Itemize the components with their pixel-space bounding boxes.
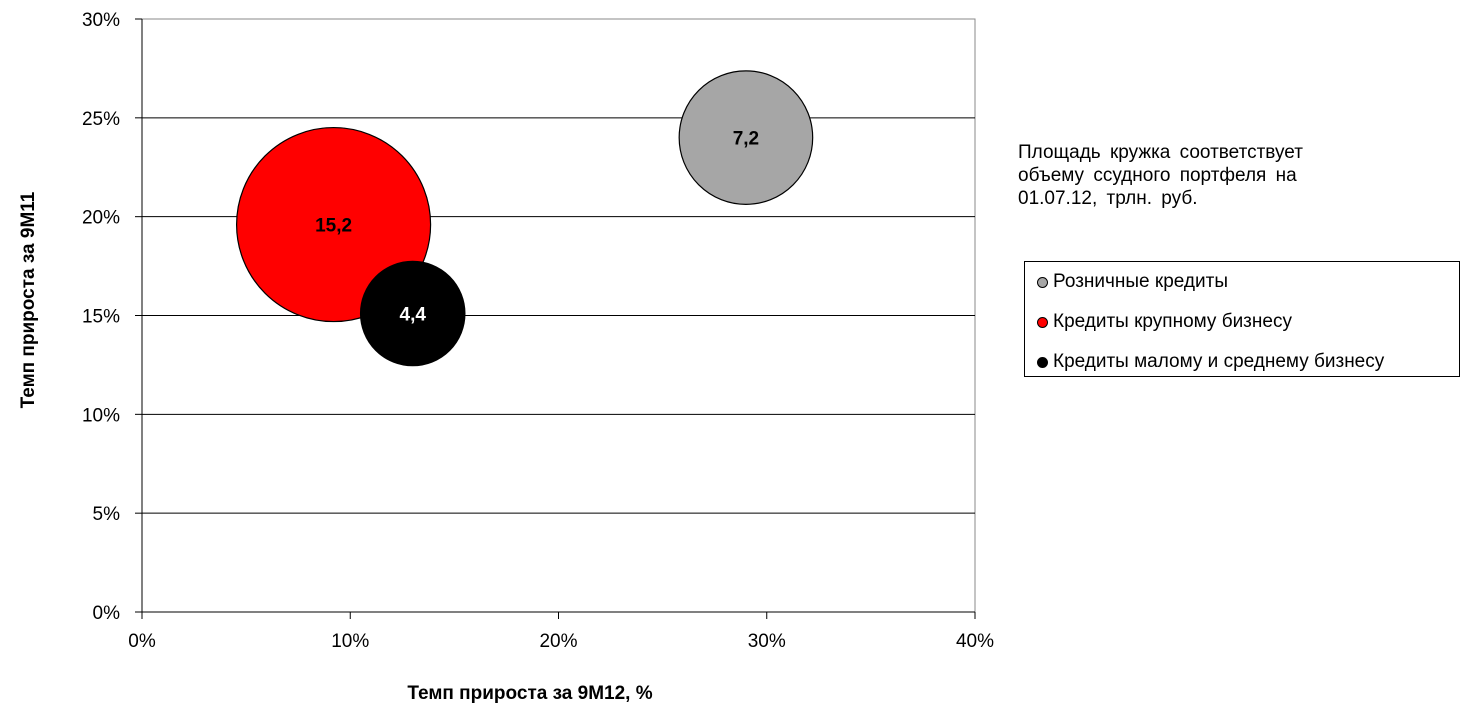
x-axis-title: Темп прироста за 9М12, % (407, 683, 652, 703)
bubble-point (359, 260, 466, 367)
y-tick-label: 0% (93, 603, 121, 624)
bubble-data-label: 4,4 (400, 305, 427, 326)
bubble-size-note: Площадь кружка соответствует объему ссуд… (1018, 142, 1303, 209)
legend-item: Кредиты малому и среднему бизнесу (1025, 342, 1459, 382)
y-axis-title: Темп прироста за 9М11 (18, 191, 39, 408)
bubble-data-label: 15,2 (315, 216, 352, 237)
bubble-data-label: 7,2 (733, 129, 759, 150)
y-tick-label: 30% (82, 10, 120, 31)
y-tick-label: 25% (82, 109, 120, 130)
x-tick-label: 20% (539, 631, 577, 652)
y-tick-label: 10% (82, 405, 120, 426)
y-tick-label: 15% (82, 307, 120, 328)
legend-swatch (1037, 316, 1048, 328)
legend-swatch (1037, 356, 1048, 368)
legend-label: Кредиты малому и среднему бизнесу (1053, 351, 1385, 372)
legend-swatch (1037, 276, 1048, 288)
legend-label: Кредиты крупному бизнесу (1053, 311, 1292, 332)
x-tick-label: 0% (128, 631, 156, 652)
x-tick-label: 40% (956, 631, 994, 652)
y-tick-label: 20% (82, 208, 120, 229)
legend-item: Розничные кредиты (1025, 262, 1459, 302)
y-tick-label: 5% (93, 504, 121, 525)
chart-legend: Розничные кредиты Кредиты крупному бизнес… (1024, 261, 1460, 377)
x-tick-label: 30% (748, 631, 786, 652)
x-tick-label: 10% (331, 631, 369, 652)
bubble-point (678, 70, 814, 205)
legend-item: Кредиты крупному бизнесу (1025, 302, 1459, 342)
legend-label: Розничные кредиты (1053, 271, 1228, 292)
